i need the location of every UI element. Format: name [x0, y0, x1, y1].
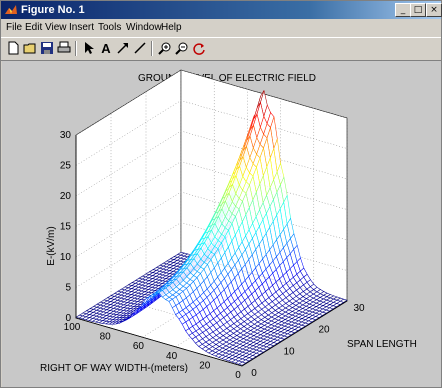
y-tick-label: 0 [235, 370, 241, 381]
z-tick-label: 10 [60, 252, 72, 263]
minimize-button[interactable]: _ [395, 3, 411, 17]
chart-title: GROUND LEVEL OF ELECTRIC FIELD [138, 73, 316, 84]
y-tick-label: 40 [166, 351, 178, 362]
toolbar: A [1, 37, 441, 61]
y-axis-label: RIGHT OF WAY WIDTH-(meters) [40, 363, 188, 374]
y-tick-label: 60 [133, 341, 145, 352]
figure-canvas[interactable]: GROUND LEVEL OF ELECTRIC FIELD E-(kV/m) … [2, 61, 441, 387]
toolbar-separator [151, 41, 153, 56]
y-tick-label: 100 [64, 322, 81, 333]
x-axis-label: SPAN LENGTH [347, 339, 417, 350]
toolbar-separator [75, 41, 77, 56]
print-icon[interactable] [56, 40, 72, 56]
window-title: Figure No. 1 [21, 4, 85, 16]
x-tick-label: 30 [353, 303, 365, 314]
axes-front [75, 135, 348, 367]
z-tick-label: 5 [65, 283, 71, 294]
menu-help[interactable]: Help [161, 22, 182, 33]
arrow-icon[interactable] [115, 40, 131, 56]
title-bar[interactable]: Figure No. 1 _ □ × [1, 1, 442, 19]
z-axis-label: E-(kV/m) [46, 226, 57, 265]
maximize-button[interactable]: □ [410, 3, 426, 17]
menu-tools[interactable]: Tools [98, 22, 122, 33]
y-tick-label: 80 [100, 332, 112, 343]
x-tick-label: 20 [318, 325, 330, 336]
x-axis-line [241, 300, 348, 367]
z-tick-label: 0 [65, 313, 71, 324]
x-tick-label: 0 [251, 368, 257, 379]
line-icon[interactable] [132, 40, 148, 56]
z-tick-label: 20 [60, 191, 72, 202]
menu-window[interactable]: Window [126, 22, 162, 33]
menu-view[interactable]: View [45, 22, 67, 33]
zoom-out-icon[interactable] [174, 40, 190, 56]
matlab-icon [5, 5, 17, 14]
z-gridline [75, 100, 348, 166]
menu-edit[interactable]: Edit [25, 22, 43, 33]
pointer-icon[interactable] [81, 40, 97, 56]
z-gridline [75, 191, 348, 258]
mesh-cell [238, 361, 247, 366]
close-button[interactable]: × [426, 3, 442, 17]
save-icon[interactable] [39, 40, 55, 56]
y-axis-line [75, 317, 243, 367]
z-tick-label: 15 [60, 222, 72, 233]
rotate-icon[interactable] [191, 40, 207, 56]
new-file-icon[interactable] [5, 40, 21, 56]
x-tick-label: 10 [283, 346, 295, 357]
menu-bar: File Edit View Insert Tools Window Help [1, 20, 441, 36]
menu-file[interactable]: File [6, 22, 23, 33]
open-folder-icon[interactable] [22, 40, 38, 56]
zoom-in-icon[interactable] [157, 40, 173, 56]
surface-plot[interactable]: GROUND LEVEL OF ELECTRIC FIELD E-(kV/m) … [2, 61, 441, 387]
text-icon[interactable]: A [101, 40, 111, 56]
surface-mesh [75, 90, 348, 366]
z-tick-label: 30 [60, 130, 72, 141]
y-tick-label: 20 [199, 360, 211, 371]
z-tick-label: 25 [60, 161, 72, 172]
menu-insert[interactable]: Insert [69, 22, 95, 33]
